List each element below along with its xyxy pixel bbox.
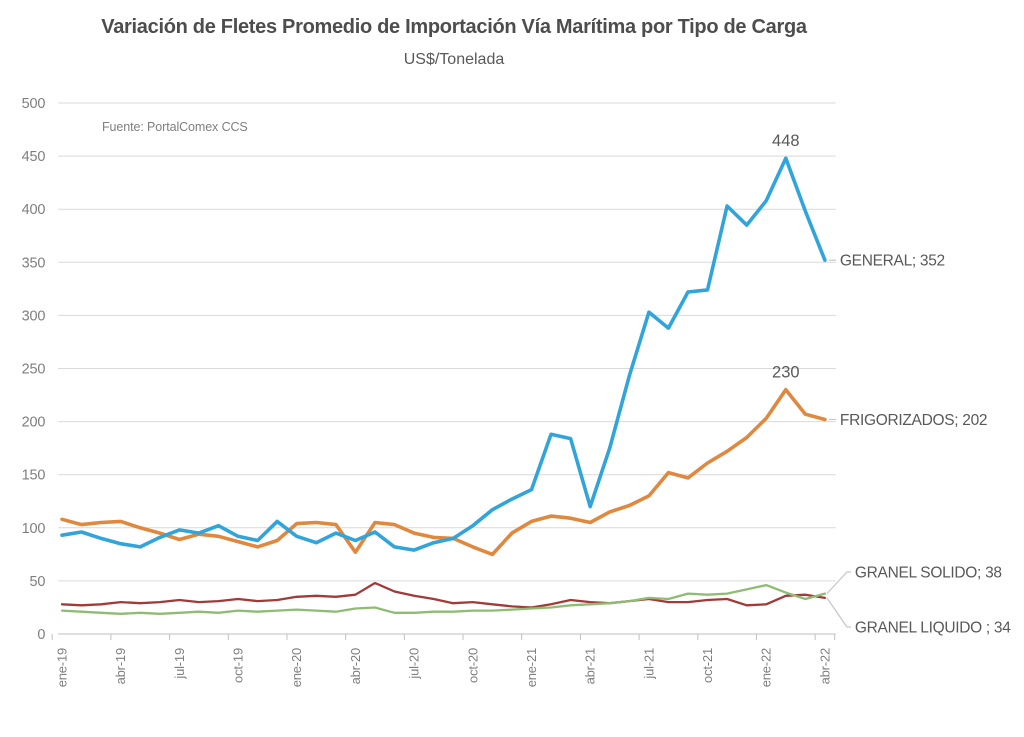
- leader-line-granel-solido: [826, 571, 851, 595]
- chart-subtitle: US$/Tonelada: [403, 51, 505, 68]
- y-axis-label: 0: [37, 627, 45, 643]
- y-axis-label: 400: [22, 202, 46, 218]
- source-note: Fuente: PortalComex CCS: [102, 120, 248, 134]
- chart-title: Variación de Fletes Promedio de Importac…: [101, 16, 807, 38]
- x-axis-label: jul-19: [172, 648, 187, 680]
- y-axis-label: 300: [22, 308, 46, 324]
- series-end-label-general: GENERAL; 352: [840, 253, 945, 270]
- peak-value-label-general: 448: [772, 132, 800, 150]
- y-axis-label: 450: [22, 149, 46, 165]
- peak-value-label-frigorizados: 230: [772, 364, 800, 382]
- leader-line-granel-liquido: [826, 597, 851, 628]
- series-end-label-frigorizados: FRIGORIZADOS; 202: [840, 412, 987, 429]
- y-axis-label: 200: [22, 415, 46, 431]
- series-line-frigorizados: [60, 387, 827, 557]
- x-axis-label: abr-19: [113, 648, 128, 684]
- series-line-general: [60, 156, 827, 552]
- x-axis-label: ene-20: [289, 648, 304, 687]
- x-axis-label: ene-22: [759, 648, 774, 687]
- x-axis-label: oct-19: [231, 648, 246, 683]
- x-axis-label: abr-21: [583, 648, 598, 684]
- series-end-label-granel-solido: GRANEL SOLIDO; 38: [855, 565, 1002, 582]
- x-axis-label: oct-20: [465, 648, 480, 683]
- x-axis-label: abr-22: [817, 648, 832, 684]
- series-line-granel-liquido: [60, 581, 827, 609]
- y-axis-label: 350: [22, 255, 46, 271]
- x-axis-label: ene-19: [54, 648, 69, 687]
- y-axis-label: 500: [22, 96, 46, 112]
- x-axis-label: oct-21: [700, 648, 715, 683]
- series-end-label-granel-liquido: GRANEL LIQUIDO ; 34: [855, 620, 1011, 637]
- x-axis-label: jul-21: [641, 648, 656, 680]
- x-axis-label: ene-21: [524, 648, 539, 687]
- x-axis-label: abr-20: [348, 648, 363, 684]
- y-axis-label: 50: [29, 574, 45, 590]
- y-axis-label: 150: [22, 468, 46, 484]
- x-axis-label: jul-20: [407, 648, 422, 680]
- series-line-granel-solido: [60, 583, 827, 615]
- y-axis-label: 100: [22, 521, 46, 537]
- y-axis-label: 250: [22, 362, 46, 378]
